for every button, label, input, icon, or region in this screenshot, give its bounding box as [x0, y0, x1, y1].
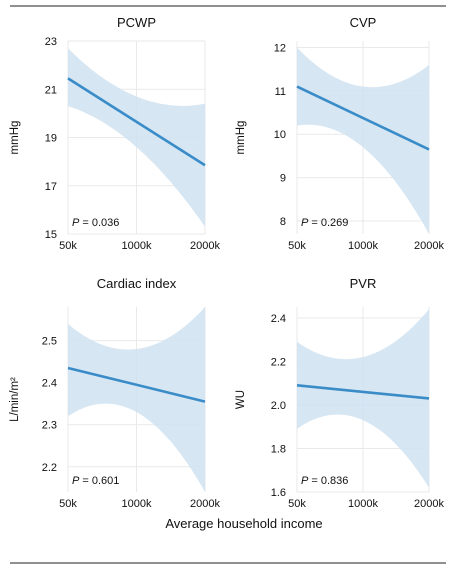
y-tick-label: 2.3 [42, 420, 57, 432]
x-tick-label: 50k [59, 240, 77, 252]
p-value: = 0.601 [79, 475, 119, 487]
y-tick-label: 1.8 [271, 443, 286, 455]
fit-line [67, 77, 206, 167]
x-tick-label: 2000k [190, 498, 220, 510]
x-tick-label: 2000k [190, 240, 220, 252]
y-tick-label: 2.0 [271, 400, 286, 412]
y-tick-label: 2.2 [42, 462, 57, 474]
p-value: = 0.036 [79, 217, 119, 229]
y-tick-label: 21 [45, 84, 57, 96]
x-tick-label: 2000k [414, 498, 444, 510]
confidence-band [68, 48, 205, 227]
y-axis-label: WU [235, 390, 247, 409]
x-tick-label: 1000k [122, 498, 152, 510]
y-axis-label: mmHg [9, 121, 21, 155]
y-tick-label: 19 [45, 133, 57, 145]
x-tick-label: 1000k [348, 240, 378, 252]
y-tick-label: 2.2 [271, 356, 286, 368]
fit-line [67, 366, 206, 403]
panel-title: PCWP [117, 15, 156, 30]
panel-title: Cardiac index [97, 276, 177, 291]
y-tick-label: 2.4 [42, 378, 57, 390]
y-tick-label: 2.5 [42, 336, 57, 348]
x-tick-label: 1000k [122, 240, 152, 252]
x-tick-label: 1000k [348, 498, 378, 510]
p-value-label: P = 0.836 [301, 475, 348, 487]
p-symbol: P [72, 217, 80, 229]
p-symbol: P [301, 475, 309, 487]
p-symbol: P [72, 475, 80, 487]
p-value-label: P = 0.269 [301, 217, 348, 229]
x-tick-label: 50k [288, 240, 306, 252]
x-axis-label: Average household income [165, 516, 322, 531]
y-tick-label: 8 [280, 216, 286, 228]
x-tick-label: 50k [59, 498, 77, 510]
confidence-band [297, 47, 429, 234]
x-tick-label: 2000k [414, 240, 444, 252]
y-tick-label: 23 [45, 36, 57, 48]
y-tick-label: 9 [280, 173, 286, 185]
panel-title: CVP [350, 15, 377, 30]
confidence-band [68, 307, 205, 492]
y-tick-label: 15 [45, 229, 57, 241]
y-tick-label: 11 [275, 86, 286, 98]
p-value-label: P = 0.601 [72, 475, 119, 487]
y-tick-label: 2.4 [271, 313, 286, 325]
p-symbol: P [301, 217, 309, 229]
y-axis-label: L/min/m² [9, 377, 21, 422]
p-value-label: P = 0.036 [72, 217, 119, 229]
fit-line [296, 384, 430, 400]
y-tick-label: 1.6 [271, 487, 286, 499]
confidence-band [297, 309, 429, 488]
fit-line [296, 85, 430, 151]
y-tick-label: 10 [274, 129, 286, 141]
x-tick-label: 50k [288, 498, 306, 510]
p-value: = 0.269 [308, 217, 348, 229]
y-tick-label: 12 [274, 43, 286, 55]
panel-title: PVR [350, 276, 377, 291]
p-value: = 0.836 [308, 475, 348, 487]
y-axis-label: mmHg [235, 121, 247, 155]
panel-2: Cardiac index 2.5 2.4 2.3 2.2 50k 1000k 2000k L/… [9, 276, 220, 510]
y-tick-label: 17 [45, 181, 57, 193]
